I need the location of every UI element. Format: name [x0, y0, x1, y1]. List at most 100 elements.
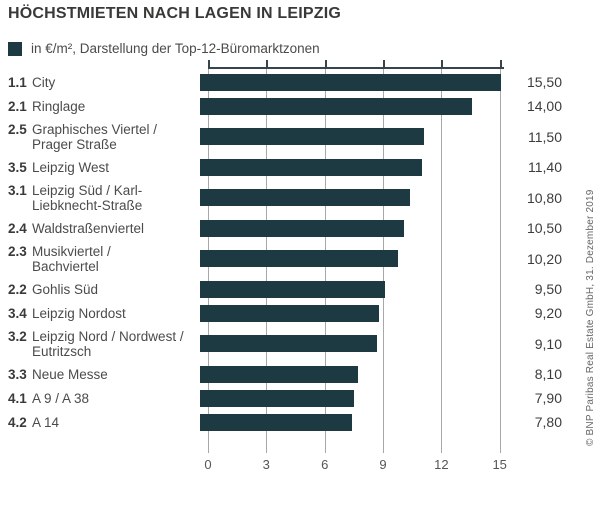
zone-name: Leipzig West	[32, 159, 110, 175]
zone-number: 3.3	[8, 366, 27, 382]
zone-name: Ringlage	[32, 98, 86, 114]
chart-row: 4.1 A 9 / A 38 7,90	[0, 386, 570, 410]
copyright-note: © BNP Paribas Real Estate GmbH, 31. Deze…	[585, 189, 596, 446]
bar-track	[200, 325, 502, 362]
zone-number: 2.4	[8, 220, 27, 236]
bar	[200, 335, 377, 352]
chart-row: 3.3 Neue Messe 8,10	[0, 362, 570, 386]
bar-track	[200, 410, 502, 434]
bar	[200, 128, 424, 145]
chart-row: 3.2 Leipzig Nord / Nordwest / Eutritzsch …	[0, 325, 570, 362]
zone-label: 2.1 Ringlage	[0, 99, 200, 114]
zone-label: 2.2 Gohlis Süd	[0, 282, 200, 297]
zone-number: 4.2	[8, 414, 27, 430]
bar	[200, 413, 352, 431]
bar-track	[200, 277, 502, 301]
chart-row: 2.1 Ringlage 14,00	[0, 94, 570, 118]
bar-value: 7,80	[534, 414, 562, 430]
chart-row: 4.2 A 14 7,80	[0, 410, 570, 434]
chart-row: 2.2 Gohlis Süd 9,50	[0, 277, 570, 301]
bar-track	[200, 240, 502, 277]
zone-number: 2.2	[8, 281, 27, 297]
zone-name: City	[32, 74, 56, 90]
axis-tick	[266, 60, 269, 67]
axis-tick-label: 3	[262, 457, 270, 472]
zone-label: 4.1 A 9 / A 38	[0, 391, 200, 406]
zone-label: 4.2 A 14	[0, 415, 200, 430]
zone-number: 3.1	[8, 182, 27, 198]
bar-track	[200, 362, 502, 386]
chart-title: HÖCHSTMIETEN NACH LAGEN IN LEIPZIG	[8, 5, 342, 22]
zone-number: 2.1	[8, 98, 27, 114]
gridline	[499, 69, 501, 453]
axis-tick-label: 0	[204, 457, 212, 472]
bar-value: 14,00	[526, 98, 562, 114]
axis-tick-label: 12	[434, 457, 449, 472]
bar-value: 10,20	[526, 250, 562, 267]
chart-row: 2.3 Musikviertel / Bachviertel 10,20	[0, 240, 570, 277]
top-axis-line	[208, 67, 504, 69]
zone-name: A 9 / A 38	[32, 390, 90, 406]
bar	[200, 97, 473, 115]
zone-label: 2.4 Waldstraßenviertel	[0, 221, 200, 236]
gridline	[441, 69, 443, 453]
zone-label: 3.3 Neue Messe	[0, 367, 200, 382]
chart-row: 3.4 Leipzig Nordost 9,20	[0, 301, 570, 325]
bar	[200, 73, 502, 91]
bar-track	[200, 94, 502, 118]
zone-number: 3.2	[8, 328, 27, 344]
axis-tick	[441, 60, 444, 67]
bar-value: 9,50	[534, 281, 562, 297]
bar-track	[200, 179, 502, 216]
bar-value: 8,10	[534, 366, 562, 382]
bar	[200, 280, 385, 298]
zone-name: Neue Messe	[32, 366, 108, 382]
bar-value: 11,40	[528, 159, 562, 175]
bar-track	[200, 155, 502, 179]
axis-tick	[383, 60, 385, 67]
zone-name: Waldstraßenviertel	[32, 220, 145, 236]
zone-number: 4.1	[8, 390, 27, 406]
bar-track	[200, 386, 502, 410]
zone-name: Graphisches Viertel / Prager Straße	[32, 121, 158, 152]
bar-value: 10,80	[526, 189, 562, 206]
chart-row: 1.1 City 15,50	[0, 70, 570, 94]
chart-row: 2.5 Graphisches Viertel / Prager Straße 1…	[0, 118, 570, 155]
bar	[200, 365, 358, 383]
axis-tick	[324, 60, 327, 67]
legend-label: in €/m², Darstellung der Top-12-Büromark…	[31, 41, 320, 56]
zone-label: 2.5 Graphisches Viertel / Prager Straße	[0, 122, 200, 152]
bar-track	[200, 301, 502, 325]
bar	[200, 158, 422, 176]
bar	[200, 189, 410, 206]
zone-number: 3.4	[8, 305, 27, 321]
zone-number: 1.1	[8, 74, 27, 90]
chart-legend: in €/m², Darstellung der Top-12-Büromark…	[8, 41, 320, 56]
zone-label: 3.1 Leipzig Süd / Karl- Liebknecht-Straße	[0, 183, 200, 213]
zone-name: Gohlis Süd	[32, 281, 99, 297]
bar-track	[200, 70, 502, 94]
bar-value: 11,50	[528, 128, 562, 145]
bar	[200, 304, 379, 322]
bar-track	[200, 118, 502, 155]
axis-tick-label: 9	[379, 457, 387, 472]
zone-label: 3.4 Leipzig Nordost	[0, 306, 200, 321]
chart-rows: 1.1 City 15,50 2.1 Ringlage 14,00 2.5 Gr…	[0, 70, 570, 434]
bar-track	[200, 216, 502, 240]
zone-label: 1.1 City	[0, 75, 200, 90]
zone-name: A 14	[32, 414, 60, 430]
bar-value: 7,90	[534, 390, 562, 406]
chart-row: 3.5 Leipzig West 11,40	[0, 155, 570, 179]
bar	[200, 389, 354, 407]
zone-label: 2.3 Musikviertel / Bachviertel	[0, 244, 200, 274]
zone-number: 2.3	[8, 243, 27, 259]
bar-value: 9,20	[534, 305, 562, 321]
zone-label: 3.2 Leipzig Nord / Nordwest / Eutritzsch	[0, 329, 200, 359]
axis-tick-label: 6	[321, 457, 329, 472]
bar-value: 9,10	[534, 335, 562, 352]
bar	[200, 219, 405, 237]
zone-name: Leipzig Nord / Nordwest / Eutritzsch	[32, 328, 184, 359]
zone-name: Musikviertel / Bachviertel	[32, 243, 111, 274]
chart-row: 3.1 Leipzig Süd / Karl- Liebknecht-Straße…	[0, 179, 570, 216]
